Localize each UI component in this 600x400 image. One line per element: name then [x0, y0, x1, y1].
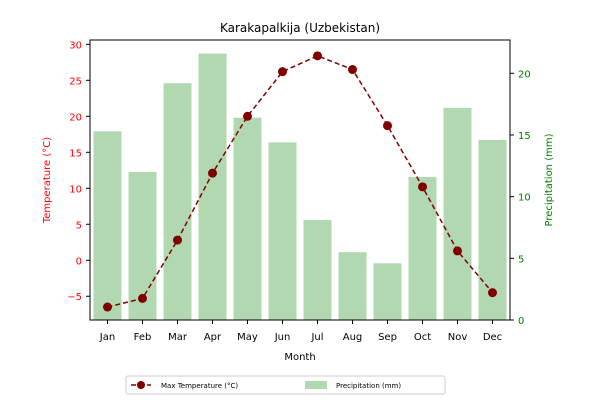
x-tick-label: Dec — [483, 332, 502, 343]
legend-marker-swatch — [137, 381, 145, 389]
plot-frame — [89, 39, 511, 321]
left-tick-label: 10 — [69, 184, 82, 195]
legend-box — [125, 375, 446, 395]
precipitation-bars — [93, 53, 507, 321]
temperature-line — [103, 51, 497, 312]
temperature-line-path — [107, 55, 494, 308]
precipitation-bar-mar — [163, 83, 192, 320]
left-tick-label: 30 — [69, 40, 82, 51]
temperature-point-jul — [313, 51, 322, 61]
precipitation-bar-jun — [268, 142, 297, 320]
plot-border — [89, 39, 511, 321]
precipitation-bar-jul — [303, 220, 332, 320]
right-axis-label: Precipitation (mm) — [544, 133, 555, 226]
legend-label-temperature: Max Temperature (°C) — [161, 382, 238, 390]
temperature-point-oct — [418, 182, 427, 192]
x-axis-label: Month — [284, 352, 315, 363]
temperature-point-nov — [453, 246, 462, 256]
x-tick-label: Apr — [204, 332, 222, 343]
left-y-axis: −5 0 5 10 15 20 25 30 — [67, 40, 90, 303]
temperature-point-aug — [348, 65, 357, 75]
left-tick-label: −5 — [67, 292, 82, 303]
x-tick-label: Jan — [99, 332, 115, 343]
x-tick-label: Oct — [414, 332, 431, 343]
x-tick-label: Jun — [274, 332, 291, 343]
temperature-point-feb — [138, 293, 147, 303]
legend: Max Temperature (°C) Precipitation (mm) — [125, 375, 446, 395]
right-tick-label: 5 — [518, 254, 524, 265]
left-tick-label: 15 — [69, 148, 82, 159]
left-tick-label: 5 — [76, 220, 82, 231]
x-tick-label: Aug — [343, 332, 363, 343]
precipitation-bar-oct — [408, 176, 437, 320]
right-tick-label: 20 — [518, 69, 531, 80]
left-tick-label: 20 — [69, 112, 82, 123]
temperature-point-sep — [383, 121, 392, 131]
precipitation-bar-aug — [338, 252, 367, 320]
precipitation-bar-nov — [443, 107, 472, 321]
x-tick-label: Sep — [378, 332, 397, 343]
x-tick-label: Mar — [168, 332, 188, 343]
x-tick-label: May — [237, 332, 258, 343]
x-tick-label: Jul — [310, 332, 323, 343]
left-tick-label: 0 — [76, 256, 82, 267]
precipitation-bar-apr — [198, 53, 227, 320]
legend-label-precipitation: Precipitation (mm) — [336, 382, 401, 390]
x-axis: Jan Feb Mar Apr May Jun Jul Aug Sep Oct Nov Dec — [99, 320, 502, 343]
temperature-point-jan — [103, 302, 112, 312]
precipitation-bar-may — [233, 117, 262, 320]
left-axis-label: Temperature (°C) — [42, 137, 53, 224]
right-tick-label: 10 — [518, 193, 531, 204]
x-tick-label: Feb — [134, 332, 152, 343]
temperature-point-dec — [488, 288, 497, 298]
left-tick-label: 25 — [69, 76, 82, 87]
precipitation-bar-sep — [373, 263, 402, 320]
right-y-axis: 0 5 10 15 20 — [510, 69, 531, 327]
chart-title: Karakapalkija (Uzbekistan) — [220, 21, 380, 35]
x-tick-label: Nov — [448, 332, 468, 343]
temperature-point-mar — [173, 235, 182, 245]
temperature-point-may — [243, 111, 252, 121]
right-tick-label: 15 — [518, 131, 531, 142]
right-tick-label: 0 — [518, 316, 524, 327]
legend-bar-swatch — [305, 381, 327, 389]
temperature-point-jun — [278, 67, 287, 77]
precipitation-bar-jan — [93, 131, 122, 320]
temperature-point-apr — [208, 168, 217, 178]
